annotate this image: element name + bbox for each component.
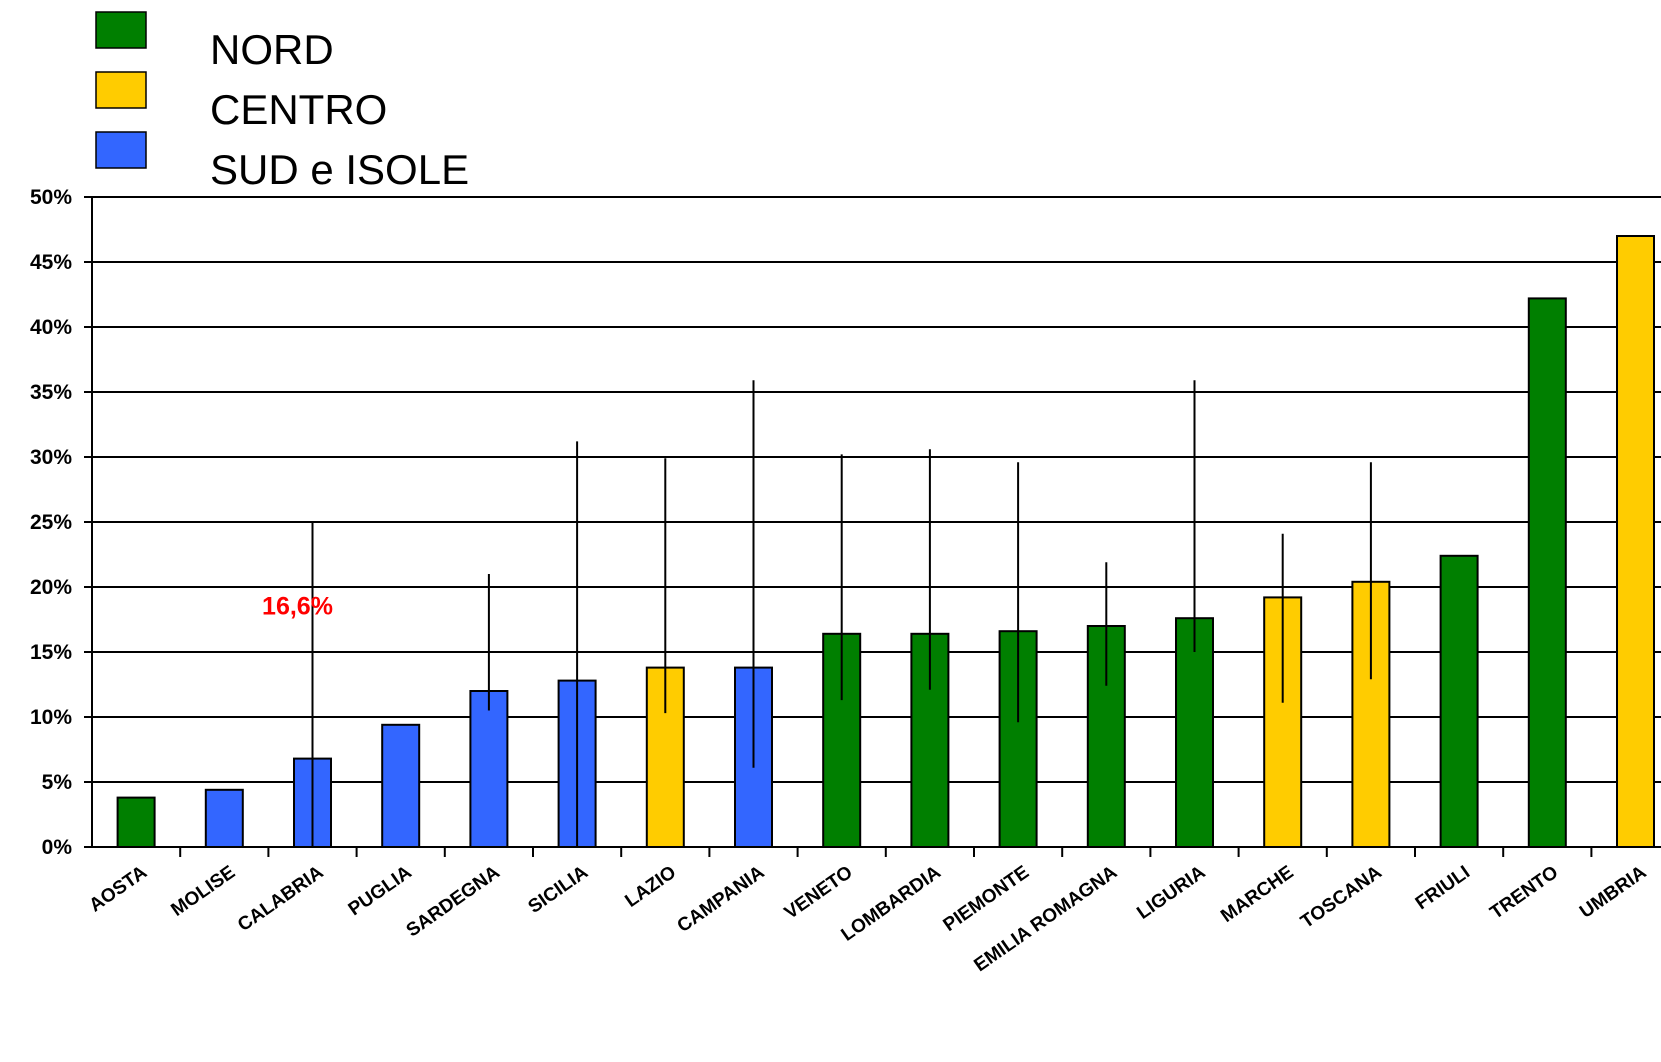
x-tick-label: MOLISE bbox=[167, 862, 239, 921]
bars bbox=[116, 235, 1655, 849]
error-bars bbox=[311, 380, 1372, 847]
y-tick-label: 0% bbox=[42, 836, 73, 859]
bar-friuli bbox=[1439, 554, 1479, 848]
bar-puglia bbox=[381, 723, 421, 848]
x-tick-label: LOMBARDIA bbox=[838, 862, 945, 946]
x-tick-label: SICILIA bbox=[525, 862, 593, 918]
x-tick-label: LAZIO bbox=[621, 862, 680, 912]
y-tick-label: 30% bbox=[30, 446, 72, 469]
bar-sardegna bbox=[469, 690, 509, 848]
x-tick-label: AOSTA bbox=[86, 862, 152, 917]
legend: NORD CENTRO SUD e ISOLE bbox=[95, 11, 469, 193]
x-tick-label: EMILIA ROMAGNA bbox=[970, 862, 1121, 976]
bar-aosta bbox=[116, 796, 156, 848]
y-tick-label: 20% bbox=[30, 576, 72, 599]
x-tick-label: CALABRIA bbox=[234, 862, 328, 936]
bar-molise bbox=[204, 788, 244, 848]
x-tick-label: PUGLIA bbox=[345, 862, 416, 921]
x-tick-label: MARCHE bbox=[1217, 862, 1297, 927]
bar-lazio bbox=[645, 666, 685, 848]
bar-umbria bbox=[1616, 235, 1655, 848]
x-tick-label: SARDEGNA bbox=[403, 862, 504, 942]
legend-swatch-centro bbox=[95, 71, 147, 109]
y-tick-label: 10% bbox=[30, 706, 72, 729]
annotation-label: 16,6% bbox=[262, 593, 333, 621]
x-tick-label: UMBRIA bbox=[1576, 862, 1651, 923]
x-tick-label: FRIULI bbox=[1412, 862, 1474, 914]
bar-trento bbox=[1527, 297, 1567, 848]
y-tick-label: 50% bbox=[30, 186, 72, 209]
x-tick-label: CAMPANIA bbox=[674, 862, 769, 937]
gridlines: 0% 5% 10% 15% 20% 25% 30% 35% 40% 45% 50% bbox=[30, 186, 1661, 859]
y-tick-label: 35% bbox=[30, 381, 72, 404]
x-tick-label: LIGURIA bbox=[1133, 862, 1209, 924]
bar-liguria bbox=[1175, 617, 1214, 849]
legend-swatch-sud-e-isole bbox=[95, 131, 147, 169]
legend-label: CENTRO bbox=[210, 86, 387, 133]
x-tick-label: TOSCANA bbox=[1297, 862, 1386, 933]
legend-label: SUD e ISOLE bbox=[210, 146, 469, 193]
y-tick-label: 15% bbox=[30, 641, 72, 664]
legend-swatch-nord bbox=[95, 11, 147, 49]
y-tick-label: 5% bbox=[42, 771, 73, 794]
legend-label: NORD bbox=[210, 26, 334, 73]
x-tick-label: TRENTO bbox=[1486, 862, 1562, 924]
x-tick-label: VENETO bbox=[781, 862, 857, 924]
y-tick-label: 45% bbox=[30, 251, 72, 274]
y-tick-label: 25% bbox=[30, 511, 72, 534]
y-tick-label: 40% bbox=[30, 316, 72, 339]
